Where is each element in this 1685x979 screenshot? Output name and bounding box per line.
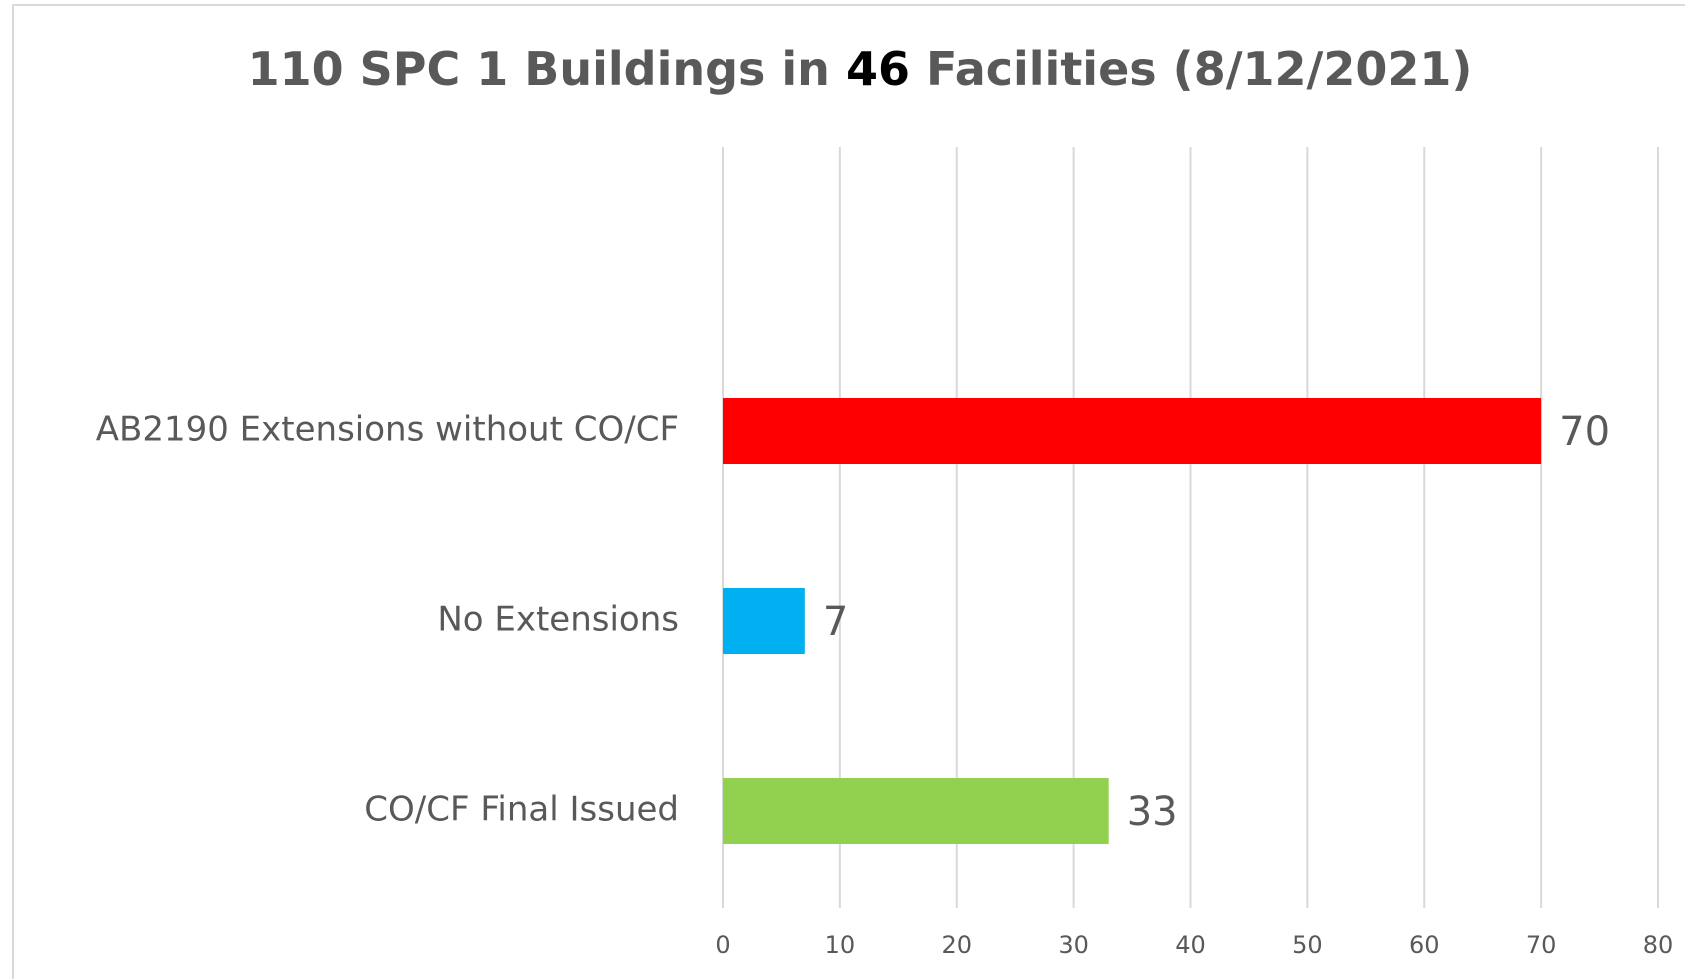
title-part: Facilities (8/12/2021)	[910, 42, 1472, 96]
bar	[723, 398, 1542, 464]
value-label: 7	[823, 599, 848, 645]
title-part: 46	[846, 42, 910, 96]
x-tick-label: 30	[1058, 931, 1089, 959]
y-tick-label: AB2190 Extensions without CO/CF	[96, 410, 679, 450]
x-tick-label: 60	[1409, 931, 1440, 959]
x-tick-label: 80	[1643, 931, 1674, 959]
y-tick-label: CO/CF Final Issued	[364, 790, 679, 830]
x-tick-label: 50	[1292, 931, 1323, 959]
y-tick-label: No Extensions	[437, 600, 679, 640]
bar	[723, 778, 1109, 844]
x-tick-label: 10	[825, 931, 856, 959]
value-label: 70	[1559, 409, 1610, 455]
x-tick-label: 40	[1175, 931, 1206, 959]
x-tick-label: 0	[715, 931, 730, 959]
chart-title: 110 SPC 1 Buildings in 46 Facilities (8/…	[248, 42, 1473, 96]
value-label: 33	[1127, 789, 1178, 835]
title-part: 110 SPC 1 Buildings in	[248, 42, 846, 96]
x-tick-label: 70	[1526, 931, 1557, 959]
x-tick-label: 20	[941, 931, 972, 959]
bar	[723, 588, 805, 654]
